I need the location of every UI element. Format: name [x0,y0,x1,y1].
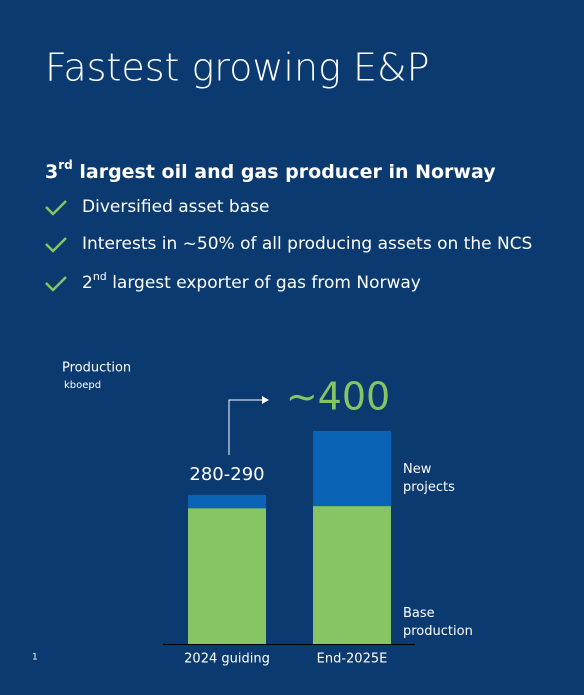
page-number: 1 [32,653,38,663]
title: Fastest growing E&P [45,46,430,90]
subtitle-number: 3 [45,161,58,183]
x-tick-label: End-2025E [317,652,388,667]
arrow [228,399,262,455]
y-unit: kboepd [64,380,101,391]
total-label: ~400 [286,375,390,419]
series-label: New projects [403,461,455,495]
subtitle-text: largest oil and gas producer in Norway [73,161,496,183]
bullet-number: 2 [82,273,93,293]
subtitle: 3rd largest oil and gas producer in Norw… [45,158,496,183]
total-label: 280-290 [189,464,264,485]
check [45,276,67,292]
bar-segment [313,506,391,644]
bullet-text: largest exporter of gas from Norway [107,273,421,293]
y-label: Production [62,361,131,376]
check [45,237,67,253]
bar-segment [313,431,391,507]
arrow-head [262,396,269,404]
series-label: Base production [403,606,473,640]
x-tick-label: 2024 guiding [184,652,270,667]
bullet: Diversified asset base [82,197,269,217]
bullet-suffix: nd [93,270,107,283]
subtitle-suffix: rd [58,158,73,172]
checks [45,200,67,292]
bar-segment [188,494,266,509]
bullet: 2nd largest exporter of gas from Norway [82,270,421,293]
check [45,200,67,216]
bar-segment [188,508,266,644]
bullet: Interests in ~50% of all producing asset… [82,234,532,254]
